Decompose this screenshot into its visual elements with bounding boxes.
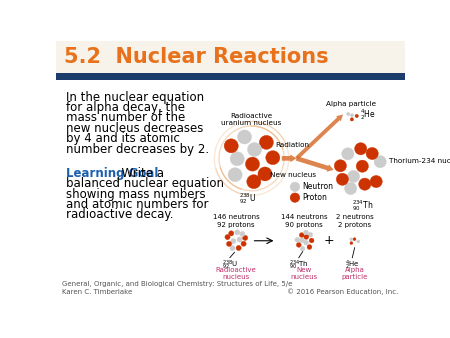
Circle shape xyxy=(357,240,360,243)
Circle shape xyxy=(345,183,357,195)
Circle shape xyxy=(308,232,313,237)
Text: Alpha
particle: Alpha particle xyxy=(342,267,368,281)
Text: 146 neutrons
92 protons: 146 neutrons 92 protons xyxy=(213,214,259,228)
Circle shape xyxy=(230,246,235,251)
Bar xyxy=(56,73,405,80)
Circle shape xyxy=(342,148,354,160)
Text: General, Organic, and Biological Chemistry: Structures of Life, 5/e
Karen C. Tim: General, Organic, and Biological Chemist… xyxy=(63,281,293,295)
Text: +: + xyxy=(324,234,334,247)
Text: balanced nuclear equation: balanced nuclear equation xyxy=(66,177,224,190)
Bar xyxy=(56,80,405,301)
Circle shape xyxy=(247,175,261,189)
Text: for alpha decay, the: for alpha decay, the xyxy=(66,101,184,114)
Circle shape xyxy=(290,182,300,192)
Circle shape xyxy=(245,157,260,171)
Circle shape xyxy=(229,231,234,236)
Circle shape xyxy=(228,168,242,182)
Circle shape xyxy=(334,160,347,172)
Circle shape xyxy=(304,240,308,245)
Text: mass number of the: mass number of the xyxy=(66,112,185,124)
Circle shape xyxy=(230,152,244,166)
Circle shape xyxy=(300,238,304,243)
Text: Radiation: Radiation xyxy=(275,142,310,148)
Circle shape xyxy=(356,160,369,172)
Circle shape xyxy=(258,167,272,181)
Text: showing mass numbers: showing mass numbers xyxy=(66,188,205,201)
Text: radioactive decay.: radioactive decay. xyxy=(66,209,173,221)
Circle shape xyxy=(309,238,314,243)
Text: Neutron: Neutron xyxy=(302,183,333,191)
Circle shape xyxy=(290,193,300,202)
Polygon shape xyxy=(296,156,334,172)
Circle shape xyxy=(353,238,356,241)
Circle shape xyxy=(355,143,367,155)
Circle shape xyxy=(240,232,245,237)
Text: Alpha particle: Alpha particle xyxy=(326,101,376,107)
Circle shape xyxy=(336,173,349,185)
Circle shape xyxy=(243,235,248,241)
Text: $^{234}_{90}$Th: $^{234}_{90}$Th xyxy=(289,259,309,272)
Circle shape xyxy=(248,143,261,156)
Circle shape xyxy=(238,130,252,144)
Polygon shape xyxy=(295,115,343,160)
Circle shape xyxy=(359,178,371,190)
Circle shape xyxy=(225,235,230,240)
Text: $^4_2$He: $^4_2$He xyxy=(360,107,376,122)
Text: Proton: Proton xyxy=(302,193,327,202)
Polygon shape xyxy=(282,154,297,162)
Text: 2 neutrons
2 protons: 2 neutrons 2 protons xyxy=(336,214,374,228)
Circle shape xyxy=(237,237,242,242)
Text: $^{238}_{92}$U: $^{238}_{92}$U xyxy=(222,259,238,272)
Circle shape xyxy=(231,238,236,244)
Text: Thorium-234 nucleus: Thorium-234 nucleus xyxy=(389,158,450,164)
Text: Write a: Write a xyxy=(114,167,164,180)
Circle shape xyxy=(350,114,354,117)
Circle shape xyxy=(300,246,305,251)
Circle shape xyxy=(295,237,300,242)
Text: In the nuclear equation: In the nuclear equation xyxy=(66,91,204,104)
Text: new nucleus decreases: new nucleus decreases xyxy=(66,122,203,135)
Circle shape xyxy=(374,155,387,168)
Text: number decreases by 2.: number decreases by 2. xyxy=(66,143,209,155)
Circle shape xyxy=(299,233,304,238)
Text: Radioactive
nucleus: Radioactive nucleus xyxy=(216,267,256,281)
Circle shape xyxy=(350,238,353,241)
Circle shape xyxy=(366,147,378,160)
Text: New
nucleus: New nucleus xyxy=(291,267,318,281)
Text: 5.2  Nuclear Reactions: 5.2 Nuclear Reactions xyxy=(64,47,328,67)
Circle shape xyxy=(236,245,241,250)
Text: $^{238}_{92}$U: $^{238}_{92}$U xyxy=(239,191,256,206)
Text: $^4_2$He: $^4_2$He xyxy=(345,259,360,272)
Text: Radioactive
uranium nucleus: Radioactive uranium nucleus xyxy=(221,113,282,126)
Text: Learning Goal: Learning Goal xyxy=(66,167,158,180)
Circle shape xyxy=(303,230,308,235)
Text: by 4 and its atomic: by 4 and its atomic xyxy=(66,132,180,145)
Text: © 2016 Pearson Education, Inc.: © 2016 Pearson Education, Inc. xyxy=(288,289,399,295)
Circle shape xyxy=(350,118,354,121)
Bar xyxy=(56,41,405,73)
Circle shape xyxy=(307,245,312,249)
Circle shape xyxy=(370,175,382,188)
Circle shape xyxy=(234,230,240,235)
Text: and atomic numbers for: and atomic numbers for xyxy=(66,198,208,211)
Circle shape xyxy=(346,112,350,116)
Text: New nucleus: New nucleus xyxy=(270,172,316,178)
Circle shape xyxy=(259,135,274,149)
Circle shape xyxy=(350,242,353,245)
Circle shape xyxy=(297,242,301,247)
Circle shape xyxy=(304,235,309,239)
Circle shape xyxy=(241,241,246,246)
Circle shape xyxy=(355,114,358,118)
Circle shape xyxy=(347,170,360,183)
Text: 144 neutrons
90 protons: 144 neutrons 90 protons xyxy=(281,214,328,228)
Circle shape xyxy=(224,139,238,153)
Circle shape xyxy=(266,151,280,165)
Circle shape xyxy=(226,241,232,246)
Text: $^{234}_{90}$Th: $^{234}_{90}$Th xyxy=(351,198,373,213)
